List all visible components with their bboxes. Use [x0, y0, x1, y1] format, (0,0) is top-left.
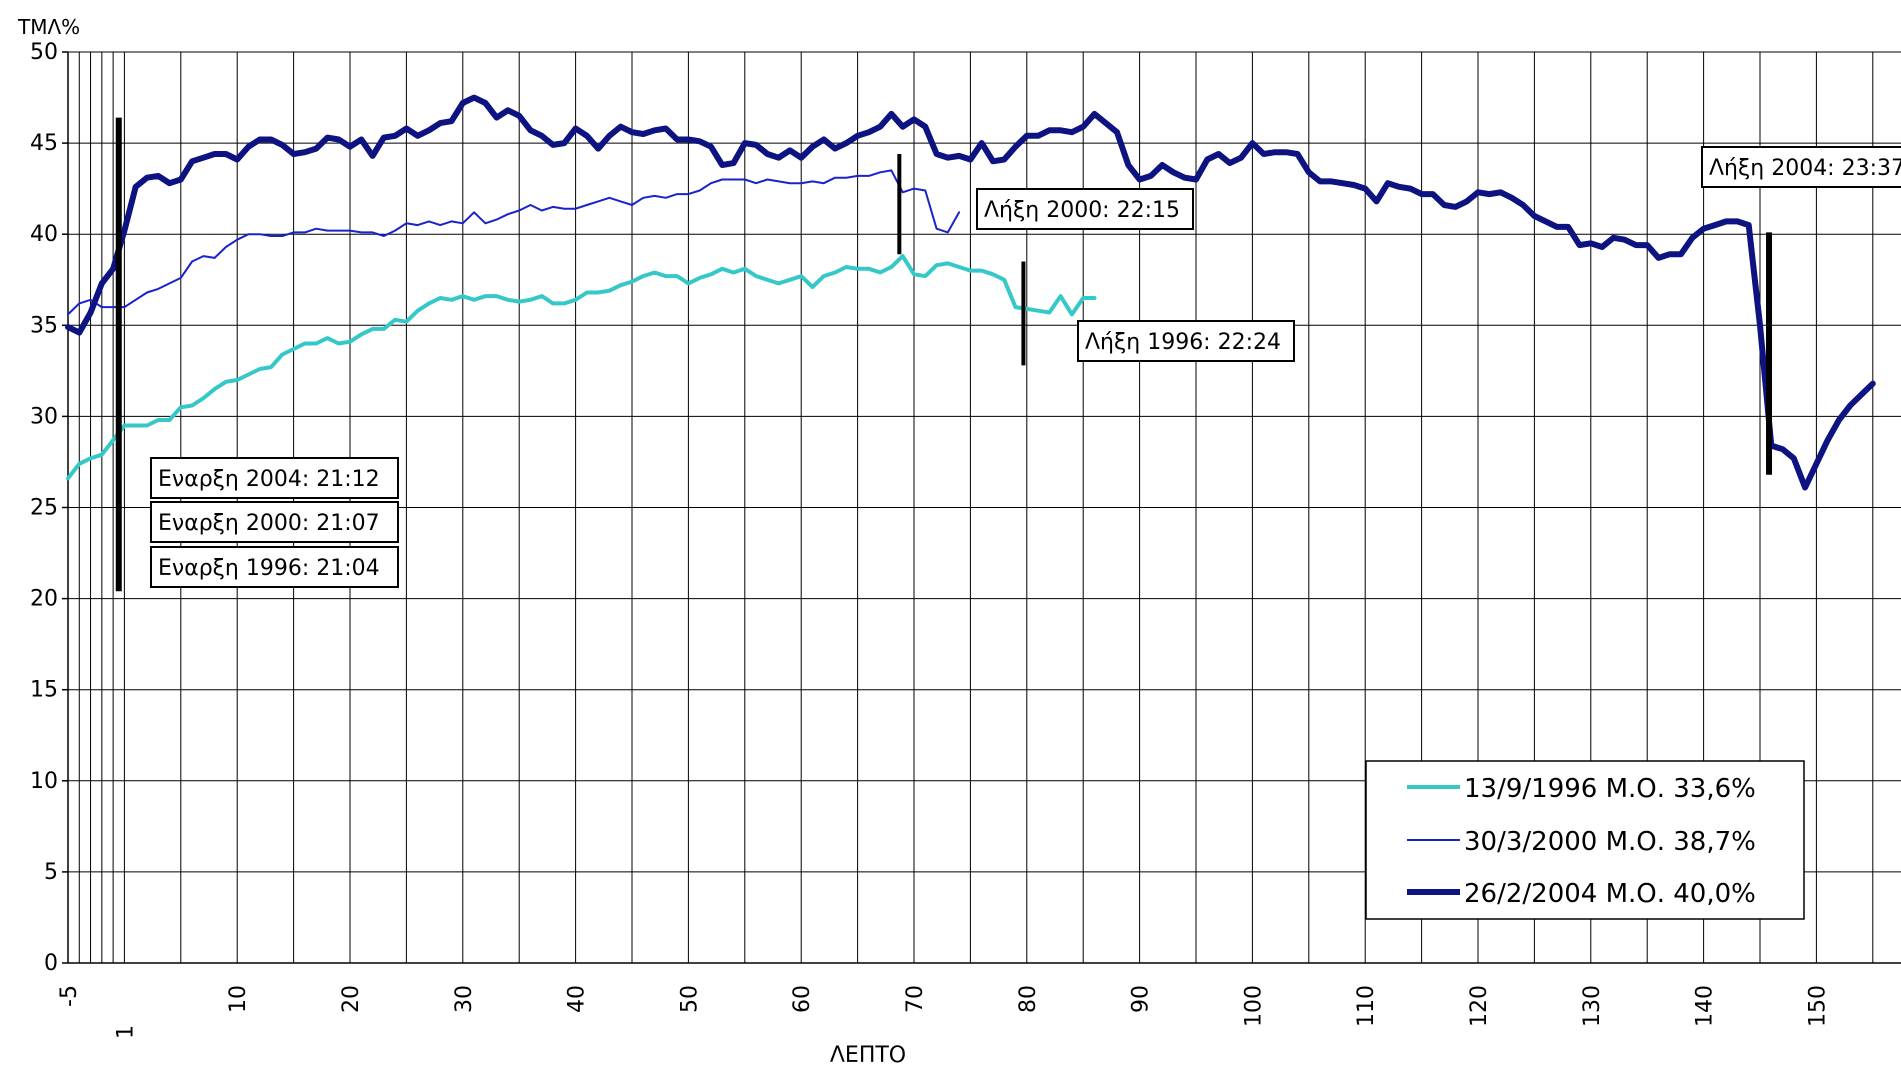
x-tick-label: 1 [113, 1025, 138, 1039]
y-tick-label: 50 [30, 40, 58, 65]
y-tick-label: 0 [44, 951, 58, 976]
annotation-start-2000-label: Εναρξη 2000: 21:07 [158, 511, 380, 536]
x-tick-label: 150 [1805, 985, 1830, 1027]
x-tick-label: 10 [226, 985, 251, 1013]
y-tick-label: 35 [30, 313, 58, 338]
annotation-end-2004: Λήξη 2004: 23:37 [1701, 146, 1901, 188]
series-line-1 [67, 169, 961, 316]
x-tick-label: 60 [790, 985, 815, 1013]
x-tick-label: -5 [57, 985, 82, 1007]
x-tick-label: 90 [1129, 985, 1154, 1013]
y-axis-label: ΤΜΛ% [17, 15, 80, 39]
annotation-end-2000: Λήξη 2000: 22:15 [976, 188, 1194, 230]
y-tick-label: 5 [44, 860, 58, 885]
x-tick-label: 70 [903, 985, 928, 1013]
legend-label-2000: 30/3/2000 Μ.Ο. 38,7% [1464, 827, 1756, 857]
series-line-2 [65, 94, 1876, 491]
x-axis-label: ΛΕΠΤΟ [830, 1043, 906, 1066]
y-tick-label: 30 [30, 404, 58, 429]
annotation-start-2004: Εναρξη 2004: 21:12 [150, 457, 399, 499]
x-tick-label: 110 [1354, 985, 1379, 1027]
x-tick-label: 100 [1241, 985, 1266, 1027]
y-tick-label: 10 [30, 769, 58, 794]
annotation-start-2000: Εναρξη 2000: 21:07 [150, 501, 399, 543]
y-tick-label: 25 [30, 496, 58, 521]
y-tick-label: 15 [30, 678, 58, 703]
x-tick-label: 130 [1580, 985, 1605, 1027]
y-tick-label: 20 [30, 587, 58, 612]
annotation-start-1996-label: Εναρξη 1996: 21:04 [158, 556, 380, 581]
x-tick-label: 40 [565, 985, 590, 1013]
annotation-end-2000-label: Λήξη 2000: 22:15 [984, 198, 1180, 223]
x-tick-label: 50 [677, 985, 702, 1013]
legend: 13/9/1996 Μ.Ο. 33,6% 30/3/2000 Μ.Ο. 38,7… [1365, 760, 1805, 920]
annotation-start-1996: Εναρξη 1996: 21:04 [150, 546, 399, 588]
x-tick-label: 140 [1693, 985, 1718, 1027]
x-tick-label: 80 [1016, 985, 1041, 1013]
x-tick-label: 30 [452, 985, 477, 1013]
legend-label-1996: 13/9/1996 Μ.Ο. 33,6% [1464, 774, 1756, 804]
y-tick-label: 40 [30, 222, 58, 247]
y-tick-label: 45 [30, 131, 58, 156]
annotation-end-1996: Λήξη 1996: 22:24 [1077, 320, 1295, 362]
series-line-0 [66, 254, 1097, 481]
x-tick-label: 20 [339, 985, 364, 1013]
annotation-end-1996-label: Λήξη 1996: 22:24 [1085, 330, 1281, 355]
annotation-start-2004-label: Εναρξη 2004: 21:12 [158, 467, 380, 492]
x-tick-label: 120 [1467, 985, 1492, 1027]
annotation-end-2004-label: Λήξη 2004: 23:37 [1709, 156, 1901, 181]
legend-label-2004: 26/2/2004 Μ.Ο. 40,0% [1464, 879, 1756, 909]
